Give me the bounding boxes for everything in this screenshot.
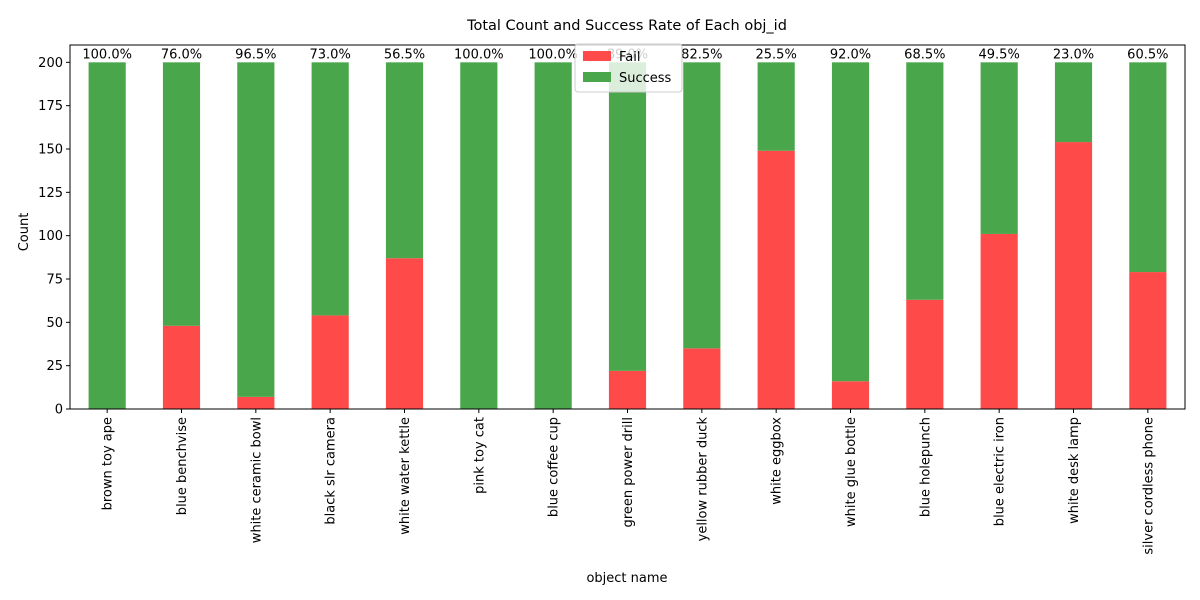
bar-fail-9 bbox=[757, 150, 795, 409]
x-tick-label-9: white eggbox bbox=[770, 417, 785, 505]
rate-label-12: 49.5% bbox=[979, 47, 1020, 62]
y-tick-label-6: 150 bbox=[38, 143, 63, 158]
bar-fail-11 bbox=[906, 299, 944, 409]
bar-fail-14 bbox=[1129, 272, 1167, 409]
rate-label-2: 96.5% bbox=[235, 47, 276, 62]
legend-swatch-fail bbox=[583, 51, 611, 61]
bar-success-2 bbox=[237, 62, 275, 397]
plot-area: 100.0%76.0%96.5%73.0%56.5%100.0%100.0%89… bbox=[69, 44, 1186, 410]
y-axis: 0 25 50 75 100 125 150 175 200 bbox=[38, 56, 70, 418]
x-tick-label-7: green power drill bbox=[621, 417, 636, 527]
x-tick-label-14: silver cordless phone bbox=[1141, 417, 1156, 555]
chart-title: Total Count and Success Rate of Each obj… bbox=[466, 18, 787, 34]
x-tick-label-8: yellow rubber duck bbox=[695, 417, 710, 542]
rate-label-9: 25.5% bbox=[756, 47, 797, 62]
x-axis-label: object name bbox=[586, 571, 667, 586]
bar-success-4 bbox=[385, 62, 424, 259]
rate-label-1: 76.0% bbox=[161, 47, 202, 62]
bar-success-5 bbox=[460, 62, 498, 409]
bar-success-6 bbox=[534, 62, 572, 409]
x-tick-label-1: blue benchvise bbox=[175, 417, 190, 515]
bar-success-11 bbox=[906, 62, 944, 300]
x-tick-label-3: black slr camera bbox=[324, 417, 339, 525]
bar-success-3 bbox=[311, 62, 349, 316]
x-tick-label-4: white water kettle bbox=[398, 417, 413, 535]
x-tick-label-6: blue coffee cup bbox=[547, 417, 562, 517]
bar-fail-12 bbox=[980, 233, 1018, 409]
y-tick-label-5: 125 bbox=[38, 186, 63, 201]
rate-label-4: 56.5% bbox=[384, 47, 425, 62]
legend-swatch-success bbox=[583, 72, 611, 82]
bar-success-0 bbox=[88, 62, 126, 409]
bar-fail-8 bbox=[683, 348, 721, 409]
rate-label-0: 100.0% bbox=[82, 47, 132, 62]
bar-fail-2 bbox=[237, 396, 275, 409]
legend: Fail Success bbox=[574, 43, 683, 93]
x-tick-label-5: pink toy cat bbox=[472, 417, 487, 494]
y-tick-label-1: 25 bbox=[46, 359, 63, 374]
x-tick-label-11: blue holepunch bbox=[918, 417, 933, 517]
bar-fail-10 bbox=[831, 381, 870, 409]
legend-label-fail: Fail bbox=[619, 50, 640, 65]
bar-fail-3 bbox=[311, 315, 349, 409]
x-tick-label-0: brown toy ape bbox=[101, 417, 116, 510]
x-tick-label-10: white glue bottle bbox=[844, 417, 859, 527]
rate-label-13: 23.0% bbox=[1053, 47, 1094, 62]
y-tick-label-2: 50 bbox=[46, 316, 63, 331]
bar-success-10 bbox=[831, 62, 870, 382]
rate-label-11: 68.5% bbox=[904, 47, 945, 62]
bar-success-8 bbox=[683, 62, 721, 349]
x-tick-label-2: white ceramic bowl bbox=[249, 417, 264, 543]
rate-label-6: 100.0% bbox=[528, 47, 578, 62]
bar-success-13 bbox=[1054, 62, 1093, 143]
y-tick-label-8: 200 bbox=[38, 56, 63, 71]
bar-fail-1 bbox=[162, 325, 201, 409]
rate-label-14: 60.5% bbox=[1127, 47, 1168, 62]
rate-label-5: 100.0% bbox=[454, 47, 504, 62]
y-tick-label-3: 75 bbox=[46, 273, 63, 288]
x-axis: brown toy ape blue benchvise white ceramic… bbox=[101, 409, 1156, 555]
bar-success-1 bbox=[162, 62, 201, 326]
rate-label-8: 82.5% bbox=[681, 47, 722, 62]
bar-fail-7 bbox=[608, 370, 647, 409]
bar-success-14 bbox=[1129, 62, 1167, 273]
y-tick-label-7: 175 bbox=[38, 99, 63, 114]
legend-label-success: Success bbox=[619, 71, 672, 86]
y-axis-label: Count bbox=[17, 213, 32, 252]
y-tick-label-0: 0 bbox=[55, 403, 63, 418]
y-tick-label-4: 100 bbox=[38, 229, 63, 244]
x-tick-label-12: blue electric iron bbox=[993, 417, 1008, 526]
bar-fail-4 bbox=[385, 258, 424, 409]
bar-success-12 bbox=[980, 62, 1018, 234]
x-tick-label-13: white desk lamp bbox=[1067, 417, 1082, 524]
bar-success-9 bbox=[757, 62, 795, 151]
bar-fail-13 bbox=[1054, 142, 1093, 410]
bar-success-7 bbox=[608, 62, 647, 371]
rate-label-3: 73.0% bbox=[310, 47, 351, 62]
rate-label-10: 92.0% bbox=[830, 47, 871, 62]
